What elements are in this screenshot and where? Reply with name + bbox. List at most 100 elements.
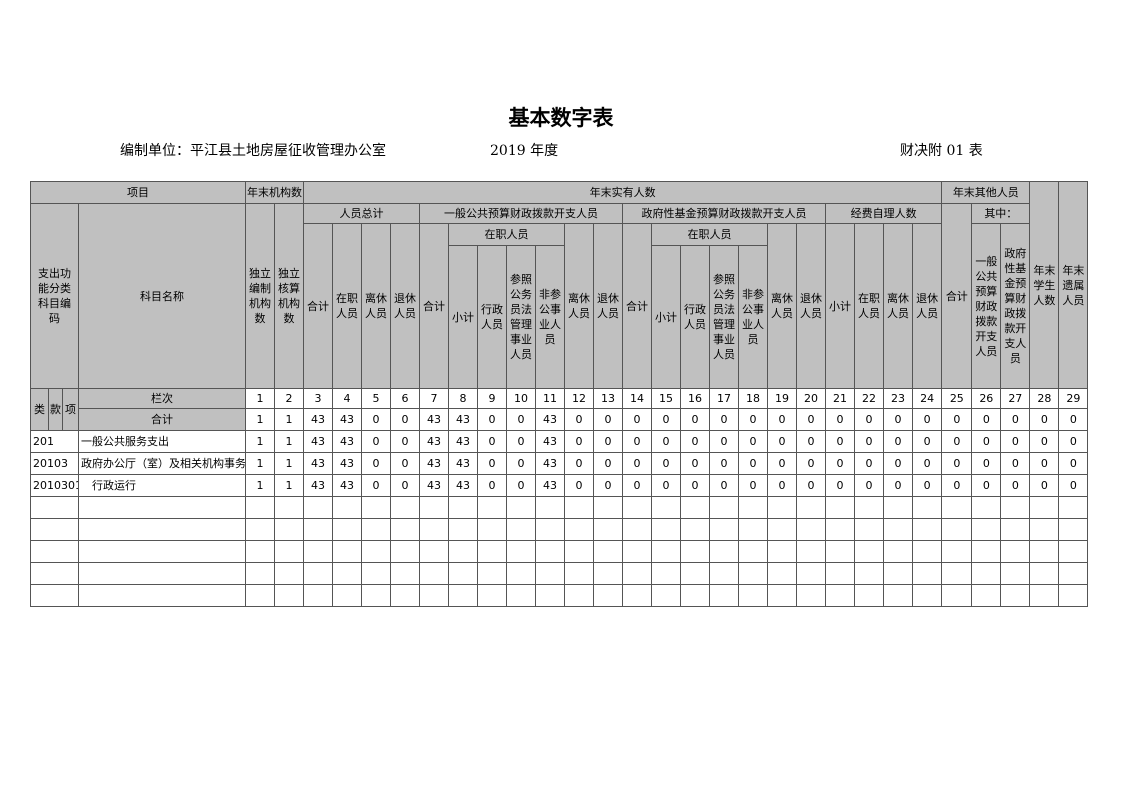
- empty-cell: [1029, 540, 1060, 563]
- empty-cell: [535, 562, 565, 585]
- header-indep-org: 独立编制机构数: [245, 203, 275, 389]
- empty-cell: [303, 540, 333, 563]
- column-number: 10: [506, 388, 536, 409]
- empty-cell: [245, 496, 275, 519]
- empty-cell: [854, 540, 884, 563]
- column-number: 24: [911, 388, 943, 409]
- subject-name: 政府办公厅（室）及相关机构事务: [78, 452, 246, 475]
- empty-cell: [564, 518, 594, 541]
- total-value: 0: [883, 408, 913, 431]
- cell-value: 1: [274, 474, 304, 497]
- empty-cell: [941, 518, 973, 541]
- total-value: 0: [738, 408, 768, 431]
- empty-cell: [477, 540, 507, 563]
- cell-value: 0: [622, 474, 652, 497]
- total-value: 0: [390, 408, 420, 431]
- empty-cell: [564, 496, 594, 519]
- column-number: 12: [564, 388, 594, 409]
- cell-value: 0: [941, 430, 973, 453]
- column-number: 19: [767, 388, 797, 409]
- header-retired_lx: 离休人员: [767, 223, 797, 389]
- empty-cell: [941, 496, 973, 519]
- empty-cell: [825, 540, 855, 563]
- empty-cell: [506, 540, 536, 563]
- total-value: 43: [419, 408, 449, 431]
- empty-cell: [78, 562, 246, 585]
- subject-name: 行政运行: [78, 474, 246, 497]
- empty-cell: [390, 584, 420, 607]
- empty-cell: [1000, 518, 1031, 541]
- empty-cell: [941, 584, 973, 607]
- cell-value: 0: [883, 452, 913, 475]
- empty-cell: [1029, 584, 1060, 607]
- empty-cell: [1058, 562, 1089, 585]
- header-civil_ref: 参照公务员法管理事业人员: [506, 245, 536, 389]
- empty-cell: [332, 518, 362, 541]
- total-value: 0: [825, 408, 855, 431]
- empty-cell: [796, 584, 826, 607]
- page-title: 基本数字表: [508, 105, 614, 130]
- empty-cell: [680, 540, 710, 563]
- empty-cell: [651, 496, 681, 519]
- cell-value: 0: [361, 452, 391, 475]
- header-retired_tx: 退休人员: [796, 223, 826, 389]
- empty-cell: [477, 584, 507, 607]
- header-admin: 行政人员: [477, 245, 507, 389]
- cell-value: 0: [680, 452, 710, 475]
- empty-cell: [1000, 496, 1031, 519]
- empty-cell: [883, 496, 913, 519]
- cell-value: 43: [332, 474, 362, 497]
- empty-cell: [738, 496, 768, 519]
- empty-cell: [796, 540, 826, 563]
- empty-cell: [651, 518, 681, 541]
- empty-cell: [419, 518, 449, 541]
- cell-value: 0: [941, 474, 973, 497]
- header-subject-name: 科目名称: [78, 203, 246, 389]
- column-number: 2: [274, 388, 304, 409]
- column-number: 3: [303, 388, 333, 409]
- empty-cell: [796, 562, 826, 585]
- header-on_duty: 在职人员: [854, 223, 884, 389]
- cell-value: 0: [477, 452, 507, 475]
- empty-cell: [593, 562, 623, 585]
- cell-value: 1: [245, 474, 275, 497]
- total-value: 43: [332, 408, 362, 431]
- cell-value: 43: [303, 430, 333, 453]
- column-number: 21: [825, 388, 855, 409]
- empty-cell: [448, 518, 478, 541]
- cell-value: 0: [622, 430, 652, 453]
- empty-cell: [622, 518, 652, 541]
- cell-value: 43: [303, 474, 333, 497]
- empty-cell: [245, 562, 275, 585]
- header-subtotal: 小计: [825, 223, 855, 389]
- table-row: 20103 政府办公厅（室）及相关机构事务 1 1 43 43 0 0 43 43 0 0 43 0 0 0 0…: [30, 452, 1089, 475]
- empty-cell: [535, 496, 565, 519]
- total-value: 0: [709, 408, 739, 431]
- column-number: 20: [796, 388, 826, 409]
- empty-row: [30, 540, 1089, 563]
- cell-value: 0: [854, 452, 884, 475]
- cell-value: 0: [854, 430, 884, 453]
- total-value: 43: [303, 408, 333, 431]
- empty-cell: [477, 518, 507, 541]
- cell-value: 0: [651, 430, 681, 453]
- empty-cell: [709, 496, 739, 519]
- empty-cell: [854, 584, 884, 607]
- empty-cell: [651, 562, 681, 585]
- empty-cell: [622, 584, 652, 607]
- column-number: 29: [1058, 388, 1089, 409]
- empty-cell: [332, 584, 362, 607]
- column-number: 14: [622, 388, 652, 409]
- cell-value: 0: [911, 452, 943, 475]
- cell-value: 0: [796, 452, 826, 475]
- total-value: 0: [477, 408, 507, 431]
- cell-value: 0: [390, 474, 420, 497]
- header-actual-staff: 年末实有人数: [302, 181, 943, 204]
- header-civil_ref: 参照公务员法管理事业人员: [709, 245, 739, 389]
- subject-code: 20103: [30, 452, 79, 475]
- cell-value: 0: [767, 430, 797, 453]
- empty-cell: [825, 562, 855, 585]
- header-non_ref: 非参公事业人员: [738, 245, 768, 389]
- cell-value: 0: [680, 430, 710, 453]
- empty-cell: [738, 584, 768, 607]
